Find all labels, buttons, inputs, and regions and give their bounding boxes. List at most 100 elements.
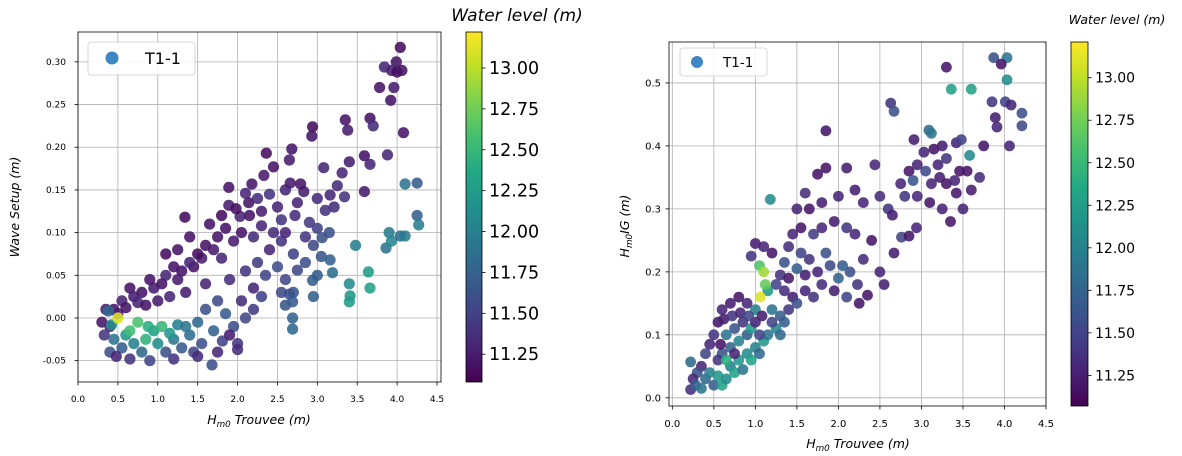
wave-setup-scatter-plot: 0.0 0.5 1.0 1.5 2.0 2.5 3.0 3.5 4.0 4.5 -0.05 0.00 0…	[7, 6, 583, 430]
x-tick-label: 0.5	[706, 419, 722, 430]
scatter-point	[132, 316, 144, 328]
scatter-point	[874, 266, 886, 278]
scatter-point	[142, 320, 154, 333]
y-tick-label: 0.0	[645, 393, 661, 404]
scatter-point	[857, 197, 869, 209]
scatter-point	[385, 94, 397, 106]
scatter-point	[928, 143, 940, 155]
colorbar-gradient	[1070, 41, 1089, 407]
x-tick-label: 0.0	[71, 395, 86, 405]
scatter-point	[978, 140, 990, 152]
scatter-point	[708, 379, 720, 391]
colorbar-tick-label: 11.75	[1095, 283, 1135, 299]
scatter-point	[315, 250, 327, 263]
scatter-point	[152, 338, 164, 350]
axes-frame	[77, 31, 442, 383]
scatter-point	[762, 329, 774, 341]
scatter-point	[116, 342, 128, 354]
scatter-point	[866, 235, 877, 246]
scatter-point	[888, 105, 900, 117]
scatter-point	[399, 178, 411, 190]
scatter-point	[196, 338, 208, 350]
scatter-point	[413, 219, 425, 231]
scatter-point	[200, 303, 212, 315]
x-tick-label: 1.0	[747, 419, 763, 430]
y-axis-label: Wave Setup (m)	[7, 157, 22, 258]
scatter-point	[358, 186, 370, 198]
scatter-point	[899, 190, 911, 202]
scatter-point	[140, 333, 152, 345]
scatter-point	[140, 299, 152, 311]
colorbar-tick-label: 12.75	[1095, 113, 1135, 129]
scatter-point	[343, 278, 355, 290]
x-tick-label: 2.0	[830, 419, 846, 430]
x-tick-label: 3.5	[955, 419, 971, 430]
scatter-point	[212, 231, 224, 243]
scatter-point	[955, 134, 967, 146]
infragravity-height-scatter-plot: 0.0 0.5 1.0 1.5 2.0 2.5 3.0 3.5 4.0 4.5 0.0 0.1 0.2 0…	[617, 12, 1165, 454]
scatter-point	[144, 355, 156, 367]
scatter-point	[311, 222, 323, 234]
scatter-point	[783, 304, 794, 315]
scatter-point	[235, 295, 248, 307]
scatter-point	[184, 256, 196, 269]
scatter-point	[853, 297, 865, 309]
scatter-point	[316, 232, 328, 244]
scatter-point	[263, 244, 276, 256]
colorbar-tick-label: 12.75	[489, 100, 539, 120]
x-tick-label: 0.5	[111, 395, 125, 405]
scatter-point	[251, 192, 264, 205]
colorbar-tick-label: 12.00	[489, 223, 539, 243]
scatter-point	[803, 253, 815, 265]
scatter-point	[259, 269, 272, 281]
scatter-point	[712, 354, 724, 366]
scatter-point	[764, 194, 776, 205]
scatter-point	[903, 230, 915, 242]
scatter-point	[243, 197, 255, 209]
scatter-point	[251, 256, 264, 269]
scatter-point	[779, 257, 790, 268]
scatter-point	[374, 81, 386, 94]
scatter-point	[267, 227, 280, 239]
scatter-point	[808, 291, 819, 303]
scatter-point	[824, 260, 836, 271]
scatter-point	[920, 165, 931, 177]
scatter-point	[299, 256, 311, 269]
scatter-point	[255, 291, 268, 303]
scatter-point	[364, 158, 376, 170]
x-axis-label-base: H	[806, 436, 816, 451]
scatter-point	[779, 285, 790, 297]
scatter-point	[307, 121, 319, 133]
scatter-point	[192, 350, 204, 362]
scatter-point	[279, 227, 291, 239]
scatter-point	[745, 354, 757, 366]
scatter-point	[396, 64, 408, 76]
scatter-point	[279, 299, 291, 311]
scatter-point	[381, 149, 394, 161]
scatter-point	[685, 356, 696, 368]
scatter-point	[399, 230, 411, 242]
scatter-point	[926, 178, 937, 190]
scatter-point	[212, 295, 224, 307]
scatter-point	[704, 338, 716, 350]
legend: T1-1	[679, 47, 768, 77]
scatter-point	[247, 231, 260, 243]
scatter-point	[267, 161, 280, 173]
scatter-point	[803, 203, 815, 215]
scatter-point	[258, 169, 270, 181]
scatter-point	[696, 383, 707, 394]
scatter-point	[715, 338, 726, 350]
scatter-point	[720, 329, 732, 341]
scatter-point	[708, 329, 720, 341]
y-tick-label: 0.25	[46, 101, 66, 111]
scatter-point	[232, 344, 244, 356]
scatter-point	[986, 96, 998, 108]
x-tick-label: 0.0	[664, 419, 680, 430]
scatter-point	[411, 177, 423, 189]
axes-frame	[668, 41, 1047, 407]
x-axis-label-base: H	[207, 412, 217, 427]
scatter-point	[239, 265, 252, 277]
scatter-point	[911, 190, 923, 202]
x-tick-label: 4.5	[1038, 419, 1054, 430]
scatter-point	[759, 279, 771, 290]
